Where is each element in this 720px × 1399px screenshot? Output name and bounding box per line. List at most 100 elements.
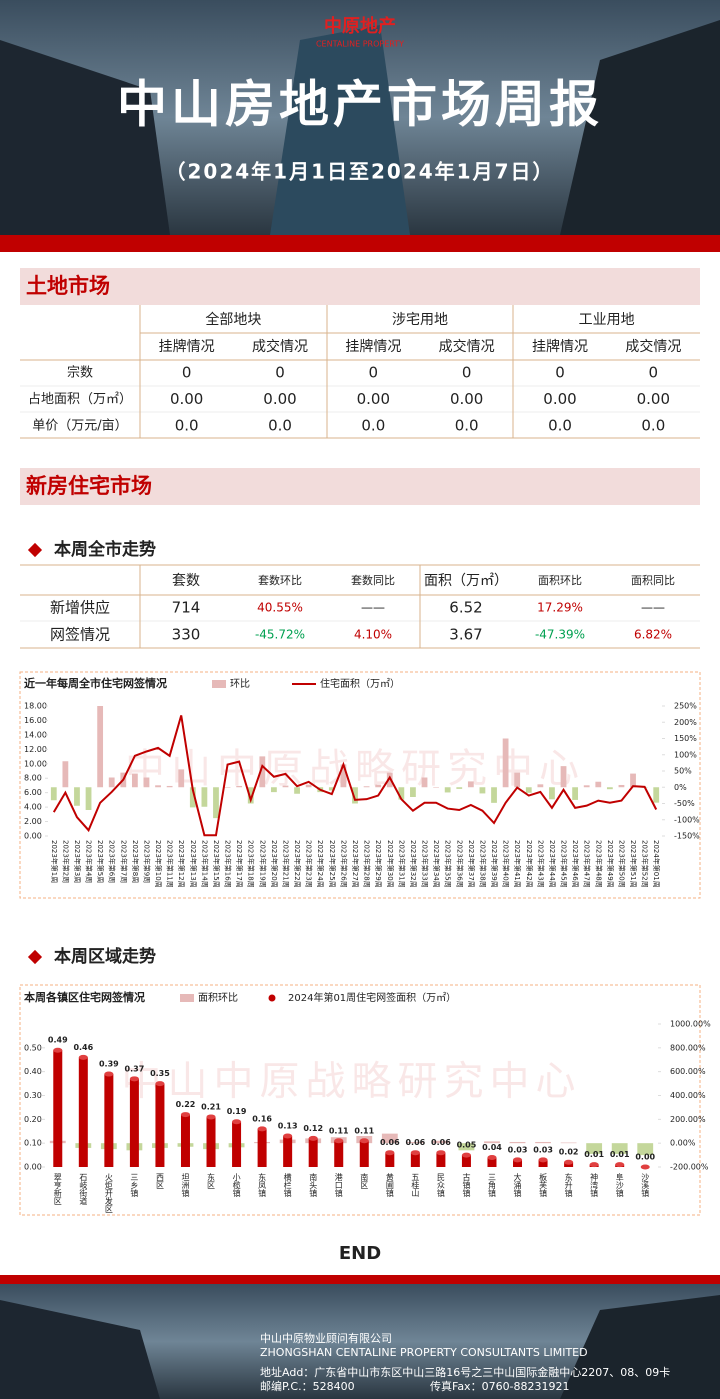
bar [586, 1143, 603, 1154]
x-tick-label: 2023年第30周 [386, 840, 395, 888]
cell: 6.52 [449, 599, 482, 617]
x-tick-label: 黄圃镇 [385, 1172, 394, 1198]
cell: 0 [462, 364, 472, 382]
column-cap [359, 1138, 369, 1144]
y-tick-label: 0.40 [24, 1067, 42, 1076]
x-tick-label: 西区 [155, 1173, 164, 1189]
bar [456, 787, 463, 789]
x-tick-label: 2023年第6周 [108, 840, 117, 883]
column-header: 面积（万㎡） [424, 573, 508, 589]
bar [637, 1143, 654, 1156]
bar [108, 777, 115, 788]
x-tick-label: 东凤镇 [258, 1172, 267, 1198]
y-tick-label: 6.00 [24, 788, 42, 797]
column-cap [385, 1150, 395, 1156]
value-label: 0.16 [252, 1114, 272, 1123]
x-tick-label: 2023年第38周 [478, 840, 487, 888]
column [359, 1140, 369, 1167]
bar [653, 787, 660, 803]
bar [131, 773, 138, 788]
chart-title: 本周各镇区住宅网签情况 [24, 990, 145, 1004]
value-label: 0.05 [457, 1141, 477, 1150]
bar [433, 787, 439, 788]
bar [352, 787, 358, 804]
row-label: 宗数 [67, 365, 93, 381]
y2-tick-label: -200.00% [670, 1163, 709, 1172]
column-cap [640, 1164, 650, 1170]
x-tick-label: 2023年第11周 [166, 840, 175, 888]
cell: 0 [649, 364, 659, 382]
column-cap [232, 1119, 242, 1125]
value-label: 0.12 [303, 1124, 323, 1133]
x-tick-label: 古镇镇 [462, 1172, 471, 1198]
column [334, 1140, 344, 1167]
x-tick-label: 2023年第51周 [629, 840, 638, 888]
column [155, 1083, 165, 1167]
column-header: 面积环比 [538, 574, 582, 587]
value-label: 0.21 [201, 1102, 221, 1111]
x-tick-label: 2023年第36周 [455, 840, 464, 888]
cell: —— [361, 601, 385, 615]
bar [155, 785, 161, 788]
cell: 0.00 [170, 390, 203, 408]
column-cap [257, 1126, 267, 1132]
cell: 0.0 [548, 417, 572, 435]
bar [630, 773, 636, 788]
value-label: 0.06 [431, 1138, 451, 1147]
column-cap [487, 1154, 497, 1160]
x-tick-label: 2023年第39周 [490, 840, 499, 888]
cell: 0.00 [450, 390, 483, 408]
x-tick-label: 2023年第20周 [270, 840, 279, 888]
bar [363, 786, 370, 788]
x-tick-label: 2023年第40周 [502, 840, 511, 888]
x-tick-label: 2023年第9周 [142, 840, 151, 883]
y-tick-label: 16.00 [24, 716, 47, 725]
x-tick-label: 港口镇 [334, 1172, 343, 1198]
bar [491, 787, 497, 803]
bar [282, 785, 289, 788]
footer-band [0, 1275, 720, 1284]
x-tick-label: 2023年第47周 [583, 840, 592, 888]
y-tick-label: 14.00 [24, 730, 47, 739]
column [513, 1159, 523, 1167]
column-cap [308, 1135, 318, 1141]
y-tick-label: 12.00 [24, 745, 47, 754]
legend-swatch [268, 994, 276, 1002]
column-header: 套数 [172, 573, 200, 589]
column-cap [538, 1157, 548, 1163]
y-tick-label: 0.30 [24, 1091, 42, 1100]
cell: 0 [369, 364, 379, 382]
x-tick-label: 2023年第28周 [363, 840, 372, 888]
value-label: 0.01 [610, 1150, 630, 1159]
y2-tick-label: 200% [674, 718, 697, 727]
value-label: 0.06 [405, 1138, 425, 1147]
x-tick-label: 南头镇 [309, 1172, 318, 1198]
y-tick-label: 2.00 [24, 817, 42, 826]
column-cap [180, 1112, 190, 1118]
column-header: 成交情况 [252, 338, 308, 355]
y2-tick-label: 600.00% [670, 1067, 706, 1076]
y2-tick-label: 50% [674, 767, 692, 776]
column [206, 1116, 216, 1167]
row-label: 占地面积（万㎡） [28, 392, 132, 407]
bar [398, 787, 405, 800]
bar [458, 1143, 475, 1151]
column-cap [104, 1071, 114, 1077]
x-tick-label: 2023年第5周 [96, 840, 105, 883]
x-tick-label: 2023年第44周 [548, 840, 557, 888]
bar [618, 784, 625, 788]
subsection-title: 本周区域走势 [54, 946, 156, 967]
bar [189, 787, 196, 808]
cell: 0.0 [455, 417, 479, 435]
group-header: 全部地块 [205, 311, 261, 328]
section-bar [20, 268, 700, 305]
column [487, 1157, 497, 1167]
x-tick-label: 2023年第2周 [61, 840, 70, 883]
legend-label: 2024年第01周住宅网签面积（万㎡） [288, 991, 456, 1004]
cell: 40.55% [257, 601, 303, 615]
x-tick-label: 2023年第34周 [432, 840, 441, 888]
bar [247, 787, 254, 804]
column-header: 挂牌情况 [159, 338, 215, 355]
watermark: 中山中原战略研究中心 [122, 1059, 582, 1105]
section-bar [20, 468, 700, 505]
